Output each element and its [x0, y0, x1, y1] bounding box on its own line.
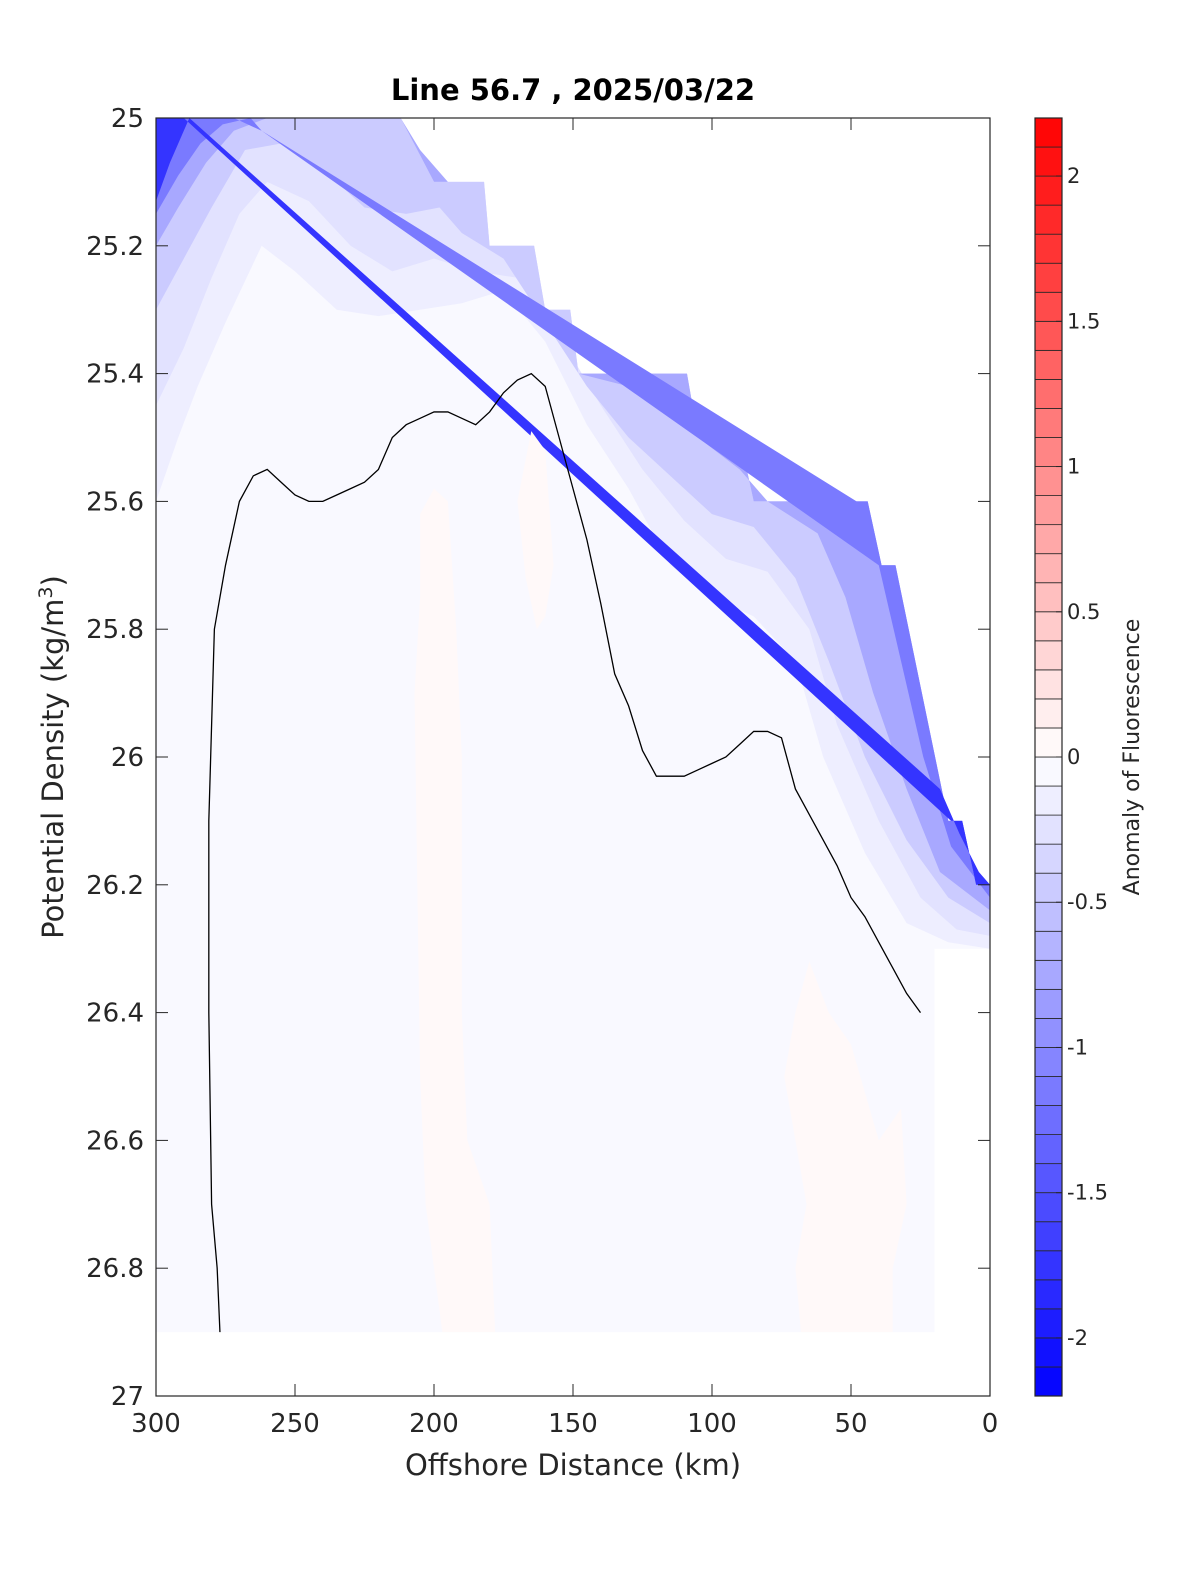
y-tick-label: 25 [111, 104, 144, 134]
positive-anomaly-patch-2 [784, 961, 907, 1333]
colorbar-segment [1034, 204, 1063, 235]
y-tick-label: 26 [111, 743, 144, 773]
colorbar-segment [1034, 437, 1063, 467]
y-axis-label: Potential Density (kg/m3) [35, 575, 70, 939]
y-tick-label: 26.6 [86, 1126, 144, 1156]
y-tick-label: 25.2 [86, 232, 144, 262]
x-tick-label: 150 [548, 1409, 598, 1439]
colorbar-segment [1034, 698, 1063, 729]
colorbar-segment [1034, 175, 1063, 206]
y-tick-label: 26.8 [86, 1254, 144, 1284]
x-tick-label: 300 [131, 1409, 181, 1439]
colorbar-segment [1034, 1308, 1063, 1339]
x-tick-label: 200 [409, 1409, 459, 1439]
colorbar-tick-label: -2 [1067, 1326, 1088, 1350]
colorbar-segment [1034, 408, 1063, 438]
contour-fills [156, 118, 990, 1333]
colorbar-segment [1034, 988, 1063, 1019]
colorbar-segment [1034, 640, 1063, 671]
colorbar-segment [1034, 959, 1063, 990]
colorbar-segment [1034, 1250, 1063, 1281]
y-axis-label-close: ) [36, 575, 70, 586]
colorbar-segment [1034, 291, 1063, 322]
colorbar-tick-label: 0.5 [1067, 600, 1100, 624]
colorbar-segment [1034, 495, 1063, 526]
colorbar-segment [1034, 320, 1063, 351]
chart-title: Line 56.7 , 2025/03/22 [391, 73, 755, 107]
y-tick-label: 26.2 [86, 871, 144, 901]
axis-ticks: 300 250 200 150 100 50 0 25 25.2 25.4 25.6 25.8 26 26… [86, 104, 998, 1439]
x-tick-label: 0 [982, 1409, 999, 1439]
colorbar-segment [1034, 669, 1063, 700]
colorbar-segment [1034, 262, 1063, 293]
colorbar-segment [1034, 1366, 1063, 1397]
colorbar-segment [1034, 843, 1063, 874]
colorbar-tick-label: 2 [1067, 164, 1080, 188]
colorbar-segment [1034, 901, 1063, 932]
zero-contour-layer [208, 372, 922, 1333]
colorbar-segment [1034, 756, 1063, 787]
colorbar-segment [1034, 233, 1063, 264]
colorbar-segment [1034, 930, 1063, 961]
y-tick-label: 27 [111, 1382, 144, 1412]
colorbar-segment [1034, 117, 1063, 148]
y-tick-label: 25.6 [86, 487, 144, 517]
colorbar-segment [1034, 553, 1063, 584]
y-tick-label: 25.8 [86, 615, 144, 645]
colorbar-frame [1034, 117, 1063, 1397]
colorbar-tick-label: 1.5 [1067, 309, 1100, 333]
colorbar-segment [1034, 524, 1063, 555]
colorbar-segment [1034, 814, 1063, 845]
colorbar-segment [1034, 582, 1063, 613]
colorbar-segment [1034, 872, 1063, 903]
positive-anomaly-patch-1 [517, 431, 554, 630]
colorbar-segment [1034, 727, 1063, 758]
zero-contour-line [208, 372, 922, 1333]
colorbar-tick-label: -1.5 [1067, 1181, 1108, 1205]
colorbar-segment [1034, 1018, 1063, 1048]
colorbar-segment [1034, 785, 1063, 816]
colorbar-segment [1034, 1076, 1063, 1106]
colorbar-tick-label: -1 [1067, 1035, 1088, 1059]
colorbar: 2 1.5 1 0.5 0 -0.5 -1 -1.5 -2 [1034, 117, 1108, 1397]
colorbar-segment [1034, 349, 1063, 380]
colorbar-segment [1034, 611, 1063, 642]
colorbar-segment [1034, 1337, 1063, 1368]
y-tick-label: 25.4 [86, 360, 144, 390]
colorbar-segment [1034, 379, 1063, 409]
x-axis-label: Offshore Distance (km) [405, 1448, 741, 1482]
x-tick-label: 250 [270, 1409, 320, 1439]
colorbar-segment [1034, 1163, 1063, 1194]
colorbar-segment [1034, 1105, 1063, 1135]
colorbar-segment [1034, 146, 1063, 177]
negative-anomaly-band-5 [156, 118, 990, 911]
y-tick-label: 26.4 [86, 999, 144, 1029]
colorbar-segment [1034, 1279, 1063, 1310]
colorbar-tick-label: -0.5 [1067, 890, 1108, 914]
colorbar-segment [1034, 1192, 1063, 1223]
positive-anomaly-patch-0 [414, 488, 496, 1333]
y-axis-label-sup: 3 [35, 586, 57, 598]
colorbar-segment [1034, 1047, 1063, 1077]
colorbar-label: Anomaly of Fluorescence [1120, 619, 1145, 896]
x-tick-label: 50 [834, 1409, 867, 1439]
colorbar-segment [1034, 1134, 1063, 1165]
colorbar-tick-label: 1 [1067, 455, 1080, 479]
colorbar-segment [1034, 466, 1063, 496]
x-tick-label: 100 [687, 1409, 737, 1439]
y-axis-label-main: Potential Density (kg/m [36, 599, 70, 939]
data-domain-fill [156, 118, 990, 1333]
colorbar-segment [1034, 1221, 1063, 1252]
colorbar-tick-label: 0 [1067, 745, 1080, 769]
